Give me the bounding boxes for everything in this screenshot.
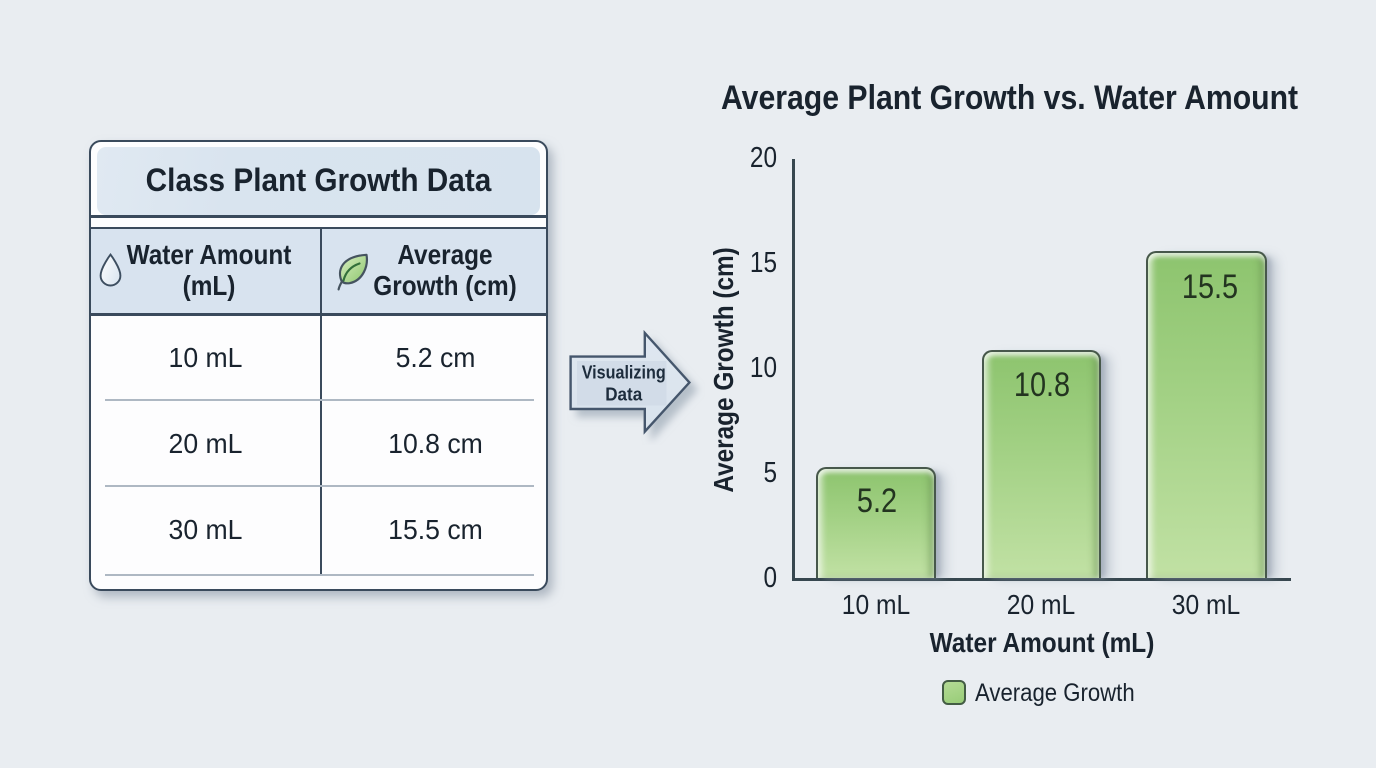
svg-text:Visualizing: Visualizing [582,362,666,382]
svg-text:Data: Data [605,384,643,404]
